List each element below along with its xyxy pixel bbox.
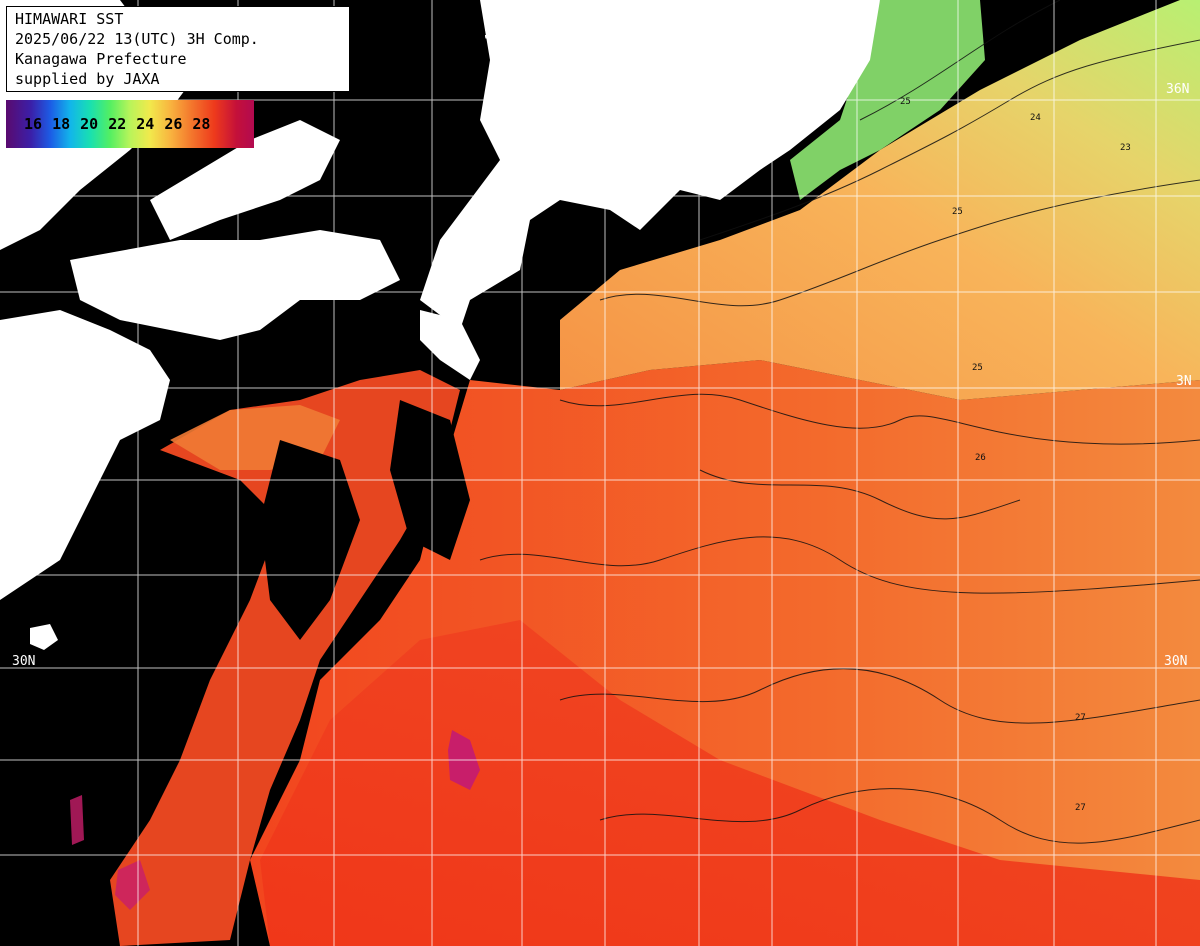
land-kii <box>420 310 480 380</box>
sst-hotspot-3 <box>70 795 84 845</box>
contour-label: 27 <box>1075 803 1086 813</box>
contour-label-group: 25 25 26 27 27 24 23 25 <box>900 97 1131 813</box>
land-shikoku <box>70 230 400 340</box>
title-line-2: 2025/06/22 13(UTC) 3H Comp. <box>15 30 259 48</box>
contour-label: 26 <box>975 453 986 463</box>
sst-contours <box>479 0 1200 844</box>
title-line-1: HIMAWARI SST <box>15 10 124 28</box>
legend-tick: 16 <box>24 115 43 133</box>
legend-tick: 26 <box>164 115 183 133</box>
title-line-3: Kanagawa Prefecture <box>15 50 187 68</box>
legend-tick: 24 <box>136 115 155 133</box>
contour-label: 25 <box>972 363 983 373</box>
lon-label-136e: 136E <box>484 8 499 40</box>
lat-label-33-right: 3N <box>1176 374 1192 389</box>
contour-label: 27 <box>1075 713 1086 723</box>
lat-label-36n-right: 36N <box>1166 82 1190 97</box>
sst-color-legend: 16 18 20 22 24 26 28 <box>6 100 254 148</box>
land-kyushu <box>0 310 170 600</box>
land-yakushima <box>30 624 58 650</box>
legend-tick: 20 <box>80 115 99 133</box>
legend-tick: 28 <box>192 115 211 133</box>
title-line-4: supplied by JAXA <box>15 70 160 88</box>
contour-label: 25 <box>952 207 963 217</box>
sst-hot-region <box>260 620 1200 946</box>
contour-label: 25 <box>900 97 911 107</box>
sst-west-patches <box>110 370 460 946</box>
lat-label-30n-left: 30N <box>12 654 36 669</box>
lat-label-33-left: 33 <box>10 374 26 389</box>
no-data-blob-2 <box>260 440 360 640</box>
land-honshu <box>120 0 880 330</box>
contour-label: 24 <box>1030 113 1041 123</box>
lat-label-30n-right: 30N <box>1164 654 1188 669</box>
legend-tick: 18 <box>52 115 71 133</box>
contour-label: 23 <box>1120 143 1131 153</box>
sst-hotspot-2 <box>115 860 150 910</box>
legend-tick: 22 <box>108 115 127 133</box>
title-block: HIMAWARI SST 2025/06/22 13(UTC) 3H Comp.… <box>6 6 350 92</box>
